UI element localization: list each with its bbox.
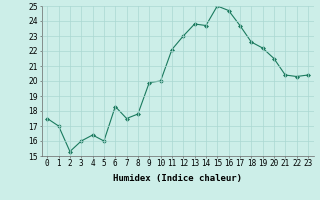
X-axis label: Humidex (Indice chaleur): Humidex (Indice chaleur) — [113, 174, 242, 183]
